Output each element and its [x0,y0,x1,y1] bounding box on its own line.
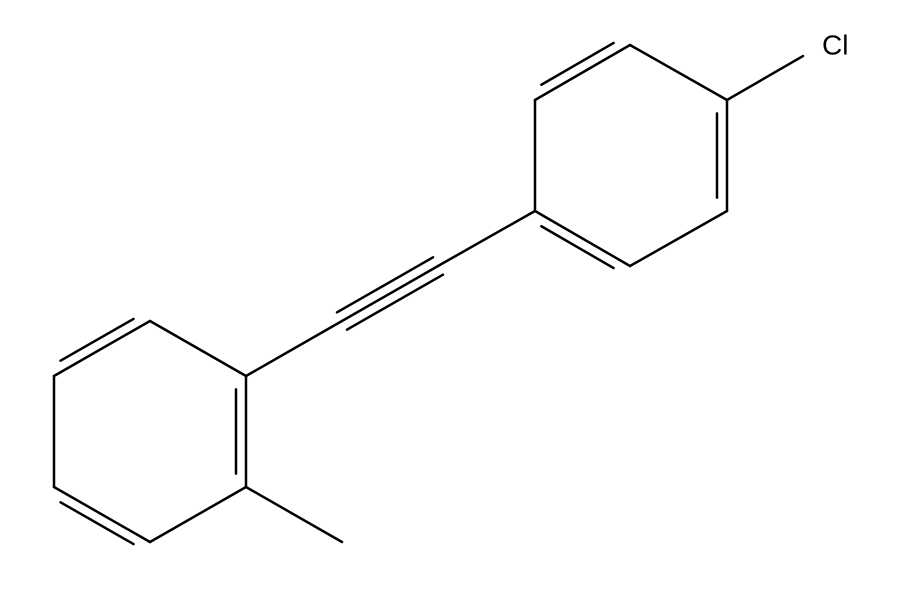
atoms-group: Cl [822,30,848,61]
bonds-group [54,43,803,544]
atom-label-cl: Cl [822,30,848,61]
molecule-diagram: Cl [0,0,909,600]
